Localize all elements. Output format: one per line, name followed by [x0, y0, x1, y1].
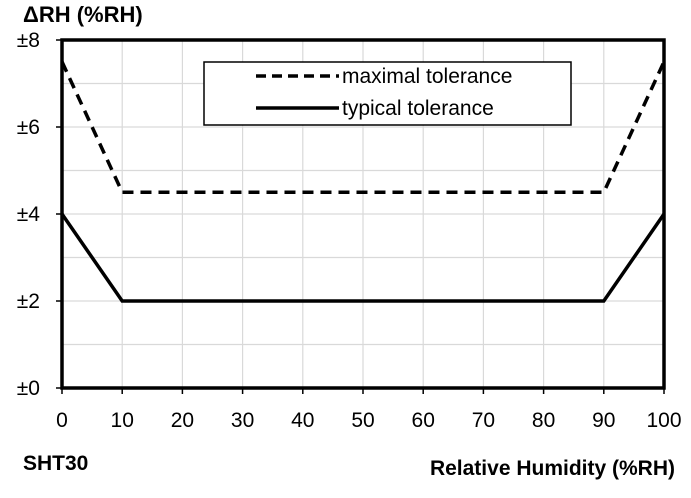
sensor-label: SHT30 [23, 452, 88, 475]
x-tick-label: 10 [111, 409, 134, 432]
x-tick-label: 40 [291, 409, 314, 432]
typical-tolerance-line [60, 213, 666, 303]
x-tick-label: 0 [56, 409, 68, 432]
y-tick-label: ±4 [17, 203, 41, 226]
y-tick-label: ±2 [17, 290, 40, 313]
x-tick-label: 70 [472, 409, 495, 432]
x-tick-label: 90 [592, 409, 615, 432]
x-tick-label: 80 [532, 409, 555, 432]
maximal-tolerance-line [60, 61, 666, 194]
x-tick-label: 50 [351, 409, 374, 432]
x-tick-label: 60 [412, 409, 435, 432]
plot-frame [60, 38, 666, 390]
y-tick-label: ±8 [17, 29, 40, 52]
legend-label: maximal tolerance [342, 65, 512, 88]
x-tick-label: 20 [171, 409, 194, 432]
x-tick-label: 100 [646, 409, 681, 432]
x-tick-label: 30 [231, 409, 254, 432]
legend-box [203, 61, 572, 126]
y-tick-label: ±0 [17, 377, 40, 400]
legend-label: typical tolerance [342, 97, 494, 120]
chart-title: ΔRH (%RH) [23, 2, 143, 27]
x-axis-label: Relative Humidity (%RH) [430, 457, 675, 480]
y-tick-label: ±6 [17, 116, 40, 139]
